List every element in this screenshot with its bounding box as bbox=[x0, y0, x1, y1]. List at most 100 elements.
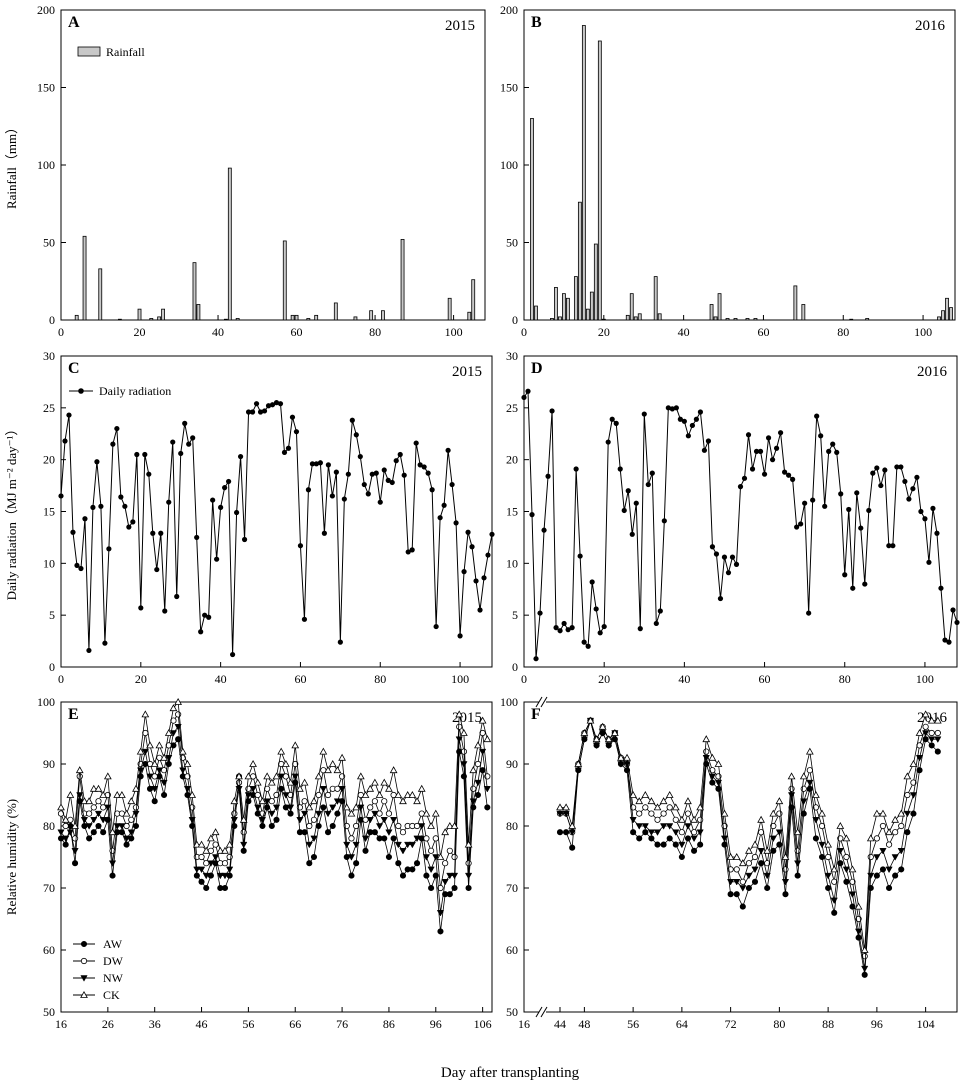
humidity-point-dw bbox=[198, 853, 205, 861]
humidity-point-nw bbox=[291, 773, 299, 781]
humidity-point-nw bbox=[183, 786, 192, 793]
humidity-point-aw bbox=[161, 791, 168, 799]
humidity-point-ck bbox=[805, 747, 814, 755]
humidity-point-ck bbox=[169, 704, 178, 712]
radiation-point bbox=[818, 433, 824, 439]
y-tick-label: 0 bbox=[512, 660, 518, 674]
humidity-point-ck bbox=[267, 778, 276, 786]
y-tick-label: 50 bbox=[43, 1005, 55, 1019]
humidity-point-nw bbox=[720, 835, 729, 843]
humidity-point-ck bbox=[842, 834, 851, 842]
humidity-point-ck bbox=[848, 865, 857, 873]
rainfall-bar bbox=[117, 318, 122, 321]
humidity-point-nw bbox=[605, 742, 613, 750]
radiation-point bbox=[122, 503, 128, 509]
humidity-point-aw bbox=[193, 872, 200, 879]
radiation-point bbox=[902, 478, 908, 485]
panel-letter: B bbox=[531, 14, 542, 31]
humidity-point-nw bbox=[891, 854, 899, 861]
humidity-point-nw bbox=[769, 835, 777, 843]
humidity-point-ck bbox=[113, 790, 122, 798]
radiation-point bbox=[253, 401, 260, 407]
humidity-point-ck bbox=[422, 809, 431, 817]
radiation-point bbox=[78, 565, 84, 572]
humidity-point-aw bbox=[306, 860, 313, 867]
humidity-point-ck bbox=[230, 797, 239, 805]
humidity-point-nw bbox=[329, 804, 337, 812]
radiation-point bbox=[882, 467, 888, 473]
humidity-point-ck bbox=[221, 846, 229, 854]
humidity-point-dw bbox=[240, 829, 247, 836]
humidity-point-dw bbox=[831, 878, 838, 885]
humidity-point-dw bbox=[371, 798, 378, 805]
radiation-point bbox=[701, 447, 708, 453]
humidity-point-nw bbox=[432, 854, 440, 861]
radiation-point bbox=[241, 536, 248, 543]
humidity-point-nw bbox=[592, 742, 601, 750]
radiation-point bbox=[174, 593, 180, 600]
radiation-point bbox=[798, 521, 804, 527]
humidity-point-nw bbox=[794, 860, 802, 867]
humidity-point-dw bbox=[684, 810, 692, 817]
humidity-point-ck bbox=[61, 815, 70, 823]
radiation-point bbox=[70, 529, 76, 535]
radiation-point bbox=[102, 640, 108, 646]
radiation-point bbox=[777, 430, 784, 436]
radiation-line bbox=[523, 389, 958, 659]
humidity-point-dw bbox=[666, 804, 673, 811]
rainfall-bar bbox=[733, 318, 738, 321]
humidity-point-aw bbox=[855, 934, 862, 941]
radiation-point bbox=[126, 524, 132, 530]
y-tick-label: 80 bbox=[506, 819, 518, 833]
rainfall-bar bbox=[333, 302, 338, 321]
radiation-point bbox=[826, 448, 832, 454]
humidity-point-ck bbox=[286, 778, 295, 786]
humidity-point-dw bbox=[221, 860, 229, 867]
humidity-point-nw bbox=[240, 841, 248, 849]
humidity-point-ck bbox=[57, 803, 65, 811]
rainfall-bar bbox=[369, 310, 374, 321]
radiation-point bbox=[269, 402, 276, 408]
x-tick-label: 100 bbox=[451, 672, 469, 686]
humidity-point-aw bbox=[437, 928, 444, 935]
humidity-point-nw bbox=[763, 872, 771, 880]
humidity-point-ck bbox=[141, 710, 150, 718]
radiation-point bbox=[597, 630, 603, 636]
radiation-point bbox=[110, 441, 116, 447]
humidity-point-nw bbox=[842, 866, 851, 874]
legend-label: NW bbox=[103, 971, 124, 985]
radiation-point bbox=[114, 425, 120, 432]
rainfall-bar bbox=[801, 304, 806, 321]
y-tick-label: 0 bbox=[512, 313, 518, 327]
rainfall-bar bbox=[227, 167, 232, 321]
legend-marker bbox=[80, 975, 88, 982]
rainfall-bar bbox=[290, 314, 295, 321]
radiation-point bbox=[218, 504, 224, 510]
radiation-point bbox=[202, 612, 208, 618]
humidity-point-nw bbox=[854, 928, 863, 936]
radiation-point bbox=[749, 466, 756, 472]
x-tick-label: 106 bbox=[474, 1017, 492, 1031]
radiation-point bbox=[954, 619, 960, 626]
humidity-point-ck bbox=[89, 784, 98, 792]
humidity-point-ck bbox=[324, 766, 332, 774]
humidity-point-ck bbox=[366, 784, 375, 792]
x-tick-label: 60 bbox=[291, 325, 303, 339]
humidity-point-nw bbox=[903, 810, 911, 818]
humidity-point-ck bbox=[824, 840, 833, 848]
radiation-point bbox=[593, 606, 599, 612]
humidity-point-ck bbox=[197, 840, 206, 848]
x-tick-label: 80 bbox=[837, 325, 849, 339]
humidity-point-dw bbox=[794, 847, 801, 854]
humidity-point-aw bbox=[451, 884, 458, 892]
humidity-point-nw bbox=[277, 773, 285, 781]
radiation-point bbox=[834, 449, 840, 456]
humidity-point-ck bbox=[872, 809, 881, 817]
humidity-point-nw bbox=[254, 804, 262, 812]
humidity-point-aw bbox=[320, 804, 327, 811]
humidity-point-ck bbox=[296, 784, 304, 792]
rainfall-bar bbox=[161, 308, 165, 321]
panel-e: 50 60 70 80 90 100 16 26 36 46 56 66 76 86 96 106 E 2015 R… bbox=[4, 695, 493, 1031]
rainfall-bar bbox=[294, 314, 299, 321]
humidity-point-aw bbox=[95, 822, 102, 830]
